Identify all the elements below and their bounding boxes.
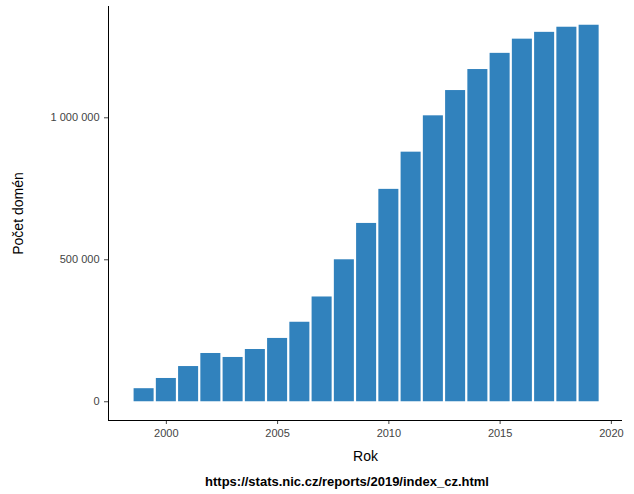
svg-text:1 000 000: 1 000 000 bbox=[51, 111, 100, 123]
svg-text:2015: 2015 bbox=[488, 427, 512, 439]
svg-text:Počet domén: Počet domén bbox=[10, 172, 26, 255]
svg-text:0: 0 bbox=[93, 395, 99, 407]
svg-text:2010: 2010 bbox=[377, 427, 401, 439]
svg-text:2000: 2000 bbox=[154, 427, 178, 439]
svg-text:2020: 2020 bbox=[599, 427, 623, 439]
html-text:https://stats.nic.cz/reports/2: https://stats.nic.cz/reports/2019/index_… bbox=[205, 474, 489, 489]
svg-text:500 000: 500 000 bbox=[60, 253, 100, 265]
svg-text:Rok: Rok bbox=[353, 448, 379, 464]
svg-text:2005: 2005 bbox=[265, 427, 289, 439]
